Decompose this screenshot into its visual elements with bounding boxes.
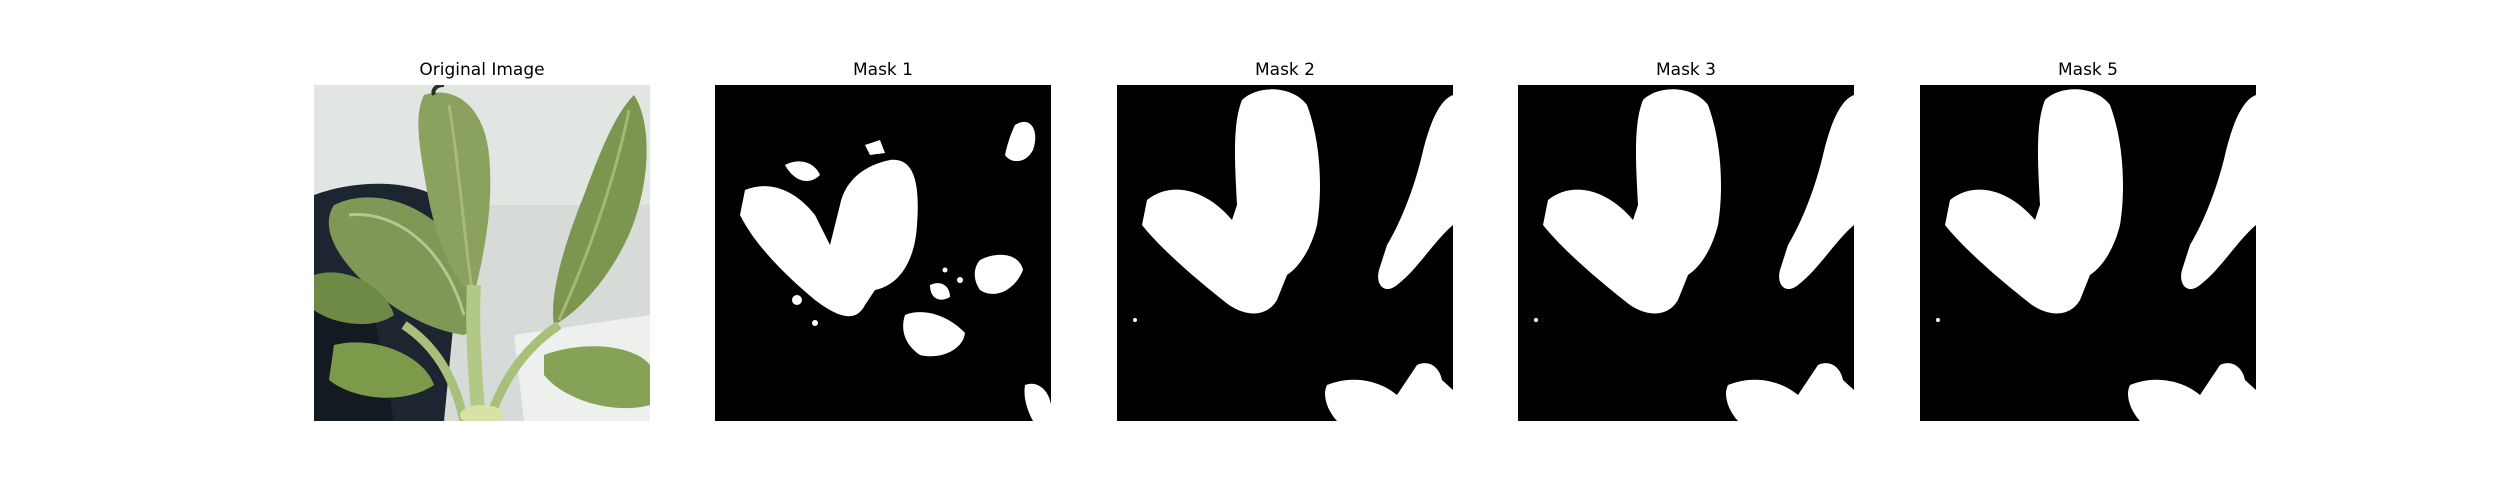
panel-mask-5: Mask 5 xyxy=(1920,0,2256,500)
panel-title: Mask 2 xyxy=(1117,60,1453,80)
mask-1-image xyxy=(715,85,1051,421)
panel-title: Mask 3 xyxy=(1518,60,1854,80)
panel-mask-3: Mask 3 xyxy=(1518,0,1854,500)
mask-2-image xyxy=(1117,85,1453,421)
panel-title: Mask 1 xyxy=(715,60,1051,80)
panel-title: Original Image xyxy=(314,60,650,80)
original-plant-photo xyxy=(314,85,650,421)
panel-title: Mask 5 xyxy=(1920,60,2256,80)
panel-mask-1: Mask 1 xyxy=(715,0,1051,500)
panel-original-image: Original Image xyxy=(314,0,650,500)
mask-3-image xyxy=(1518,85,1854,421)
panel-mask-2: Mask 2 xyxy=(1117,0,1453,500)
mask-5-image xyxy=(1920,85,2256,421)
